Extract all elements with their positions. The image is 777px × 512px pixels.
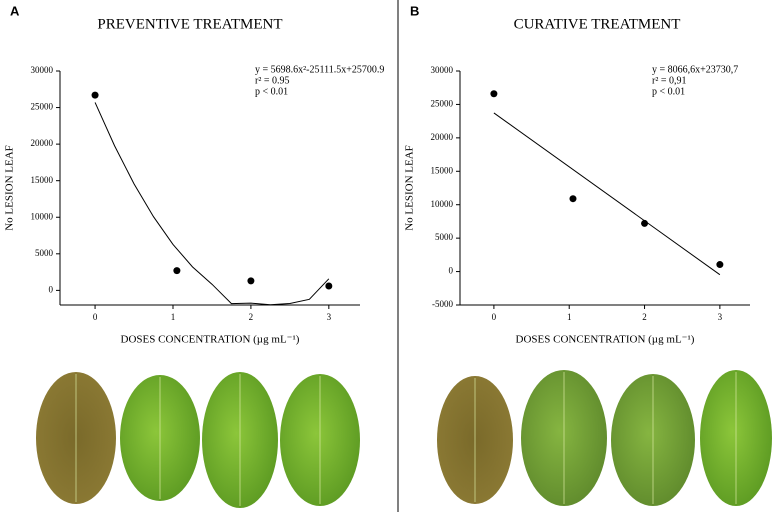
data-point bbox=[247, 277, 255, 285]
x-tick-label: 2 bbox=[642, 312, 647, 322]
y-tick-label: 0 bbox=[449, 266, 454, 276]
annotation: y = 5698.6x²-25111.5x+25700.9 bbox=[255, 64, 384, 75]
annotation: p < 0.01 bbox=[255, 86, 288, 97]
fit-line bbox=[94, 102, 330, 306]
y-tick-label: 20000 bbox=[431, 132, 454, 142]
y-tick-label: 15000 bbox=[431, 165, 454, 175]
y-tick-label: 25000 bbox=[431, 98, 454, 108]
panel-label: A bbox=[10, 3, 20, 18]
y-tick-label: 5000 bbox=[35, 248, 54, 258]
annotation: r² = 0.95 bbox=[255, 75, 289, 86]
y-tick-label: 10000 bbox=[431, 199, 454, 209]
data-point bbox=[325, 282, 333, 290]
y-tick-label: 15000 bbox=[31, 175, 54, 185]
y-tick-label: 30000 bbox=[431, 65, 454, 75]
x-tick-label: 1 bbox=[567, 312, 572, 322]
annotation: r² = 0,91 bbox=[652, 75, 686, 86]
panel-label: B bbox=[410, 3, 419, 18]
chart-title: CURATIVE TREATMENT bbox=[514, 16, 681, 32]
data-point bbox=[641, 219, 649, 227]
y-tick-label: 25000 bbox=[31, 102, 54, 112]
data-point bbox=[569, 195, 577, 203]
data-point bbox=[173, 267, 181, 275]
x-tick-label: 0 bbox=[93, 312, 98, 322]
annotation: y = 8066,6x+23730,7 bbox=[652, 64, 738, 75]
y-tick-label: -5000 bbox=[432, 299, 453, 309]
y-tick-label: 0 bbox=[49, 284, 54, 294]
y-tick-label: 30000 bbox=[31, 65, 54, 75]
x-tick-label: 3 bbox=[718, 312, 723, 322]
x-tick-label: 0 bbox=[492, 312, 497, 322]
fit-line bbox=[493, 112, 721, 276]
x-axis-label: DOSES CONCENTRATION (µg mL⁻¹) bbox=[516, 334, 695, 346]
y-tick-label: 5000 bbox=[435, 232, 454, 242]
x-tick-label: 1 bbox=[171, 312, 176, 322]
y-tick-label: 20000 bbox=[31, 138, 54, 148]
y-axis-label: No LESION LEAF bbox=[404, 145, 416, 231]
data-point bbox=[716, 261, 724, 269]
leaf-photos bbox=[36, 370, 772, 508]
data-point bbox=[490, 90, 498, 98]
x-tick-label: 2 bbox=[249, 312, 254, 322]
chart-title: PREVENTIVE TREATMENT bbox=[97, 16, 282, 32]
data-point bbox=[91, 91, 99, 99]
annotation: p < 0.01 bbox=[652, 86, 685, 97]
y-axis-label: No LESION LEAF bbox=[4, 145, 16, 231]
x-tick-label: 3 bbox=[327, 312, 332, 322]
y-tick-label: 10000 bbox=[31, 211, 54, 221]
x-axis-label: DOSES CONCENTRATION (µg mL⁻¹) bbox=[121, 334, 300, 346]
